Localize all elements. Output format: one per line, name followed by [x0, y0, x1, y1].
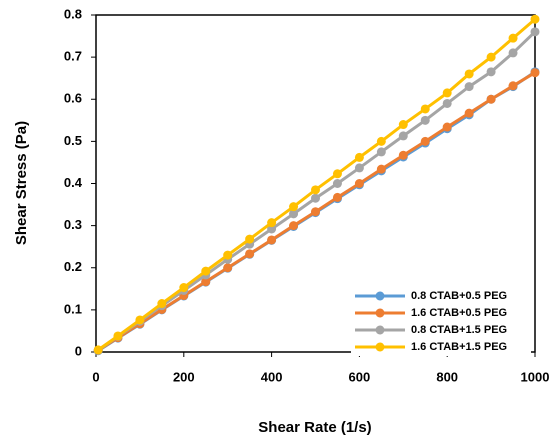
- legend-marker: [375, 291, 385, 301]
- point: [420, 115, 430, 125]
- point: [201, 277, 211, 287]
- legend-label: 0.8 CTAB+0.5 PEG: [411, 290, 507, 302]
- point: [332, 192, 342, 202]
- y-tick-label: 0.6: [64, 91, 82, 106]
- point: [398, 150, 408, 160]
- y-tick-label: 0.8: [64, 6, 82, 21]
- point: [311, 185, 320, 195]
- point: [376, 164, 386, 174]
- y-tick-label: 0: [75, 343, 82, 358]
- point: [508, 48, 518, 58]
- point: [442, 122, 452, 132]
- point: [354, 179, 364, 188]
- series: [93, 14, 540, 355]
- point: [464, 108, 474, 118]
- point: [267, 218, 277, 228]
- legend-bg: [351, 322, 531, 339]
- point: [311, 207, 320, 217]
- x-tick-label: 400: [261, 369, 283, 384]
- point: [289, 202, 299, 212]
- x-tick-label: 0: [92, 369, 99, 384]
- y-tick-label: 0.1: [64, 301, 82, 316]
- legend-label: 1.6 CTAB+1.5 PEG: [411, 341, 507, 353]
- point: [530, 14, 540, 24]
- point: [530, 68, 540, 78]
- point: [267, 235, 277, 245]
- point: [398, 131, 408, 141]
- point: [223, 263, 233, 273]
- legend-bg: [351, 339, 531, 356]
- point: [420, 136, 430, 146]
- legend-bg: [351, 288, 531, 305]
- y-tick-label: 0.5: [64, 133, 82, 148]
- y-axis-title: Shear Stress (Pa): [13, 121, 30, 245]
- point: [113, 331, 123, 341]
- point: [179, 283, 189, 293]
- point: [289, 209, 299, 219]
- point: [530, 27, 540, 37]
- legend-marker: [375, 325, 385, 335]
- point: [508, 33, 518, 43]
- x-tick-label: 200: [173, 369, 195, 384]
- point: [93, 345, 103, 355]
- point: [376, 147, 386, 157]
- y-tick-label: 0.7: [64, 49, 82, 64]
- point: [332, 169, 342, 179]
- point: [135, 315, 145, 325]
- point: [354, 163, 364, 173]
- x-axis-title: Shear Rate (1/s): [258, 419, 371, 436]
- point: [420, 104, 430, 114]
- point: [201, 266, 211, 276]
- series: [93, 68, 540, 355]
- point: [486, 52, 496, 62]
- point: [442, 88, 452, 98]
- point: [508, 81, 518, 91]
- x-tick-label: 800: [436, 369, 458, 384]
- point: [398, 120, 408, 130]
- point: [486, 67, 496, 77]
- y-tick-label: 0.3: [64, 217, 82, 232]
- legend-label: 0.8 CTAB+1.5 PEG: [411, 324, 507, 336]
- point: [289, 221, 299, 231]
- y-tick-label: 0.4: [64, 175, 83, 190]
- y-tick-label: 0.2: [64, 259, 82, 274]
- point: [157, 299, 167, 309]
- point: [376, 136, 386, 146]
- x-tick-label: 600: [349, 369, 371, 384]
- point: [442, 98, 452, 108]
- point: [332, 179, 342, 188]
- point: [223, 250, 233, 260]
- point: [486, 94, 496, 104]
- point: [245, 249, 255, 259]
- point: [354, 152, 364, 162]
- point: [464, 69, 474, 79]
- point: [311, 193, 320, 203]
- point: [245, 234, 255, 244]
- legend-marker: [375, 342, 385, 352]
- legend-label: 1.6 CTAB+0.5 PEG: [411, 307, 507, 319]
- point: [267, 224, 277, 234]
- x-tick-label: 1000: [521, 369, 550, 384]
- legend-bg: [351, 305, 531, 322]
- point: [464, 82, 474, 92]
- legend-marker: [375, 308, 385, 318]
